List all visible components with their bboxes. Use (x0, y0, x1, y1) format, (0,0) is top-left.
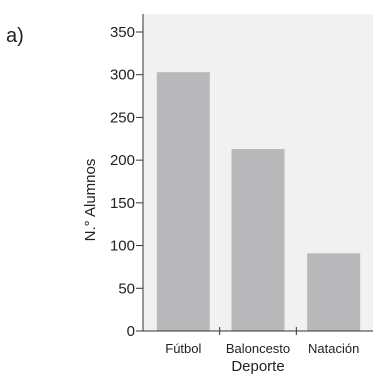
y-tick-label: 250 (110, 109, 135, 126)
bar-2 (231, 149, 285, 331)
x-tick-label: Natación (308, 341, 359, 356)
y-tick-label: 50 (118, 280, 135, 297)
y-tick-label: 350 (110, 24, 135, 41)
x-tick-label: Baloncesto (226, 341, 290, 356)
y-tick-label: 0 (127, 323, 135, 340)
bars-group (156, 72, 361, 331)
bar-3 (307, 253, 361, 331)
panel-label: a) (6, 25, 24, 47)
y-tick-label: 150 (110, 195, 135, 212)
y-tick-label: 100 (110, 238, 135, 255)
y-tick-label: 200 (110, 152, 135, 169)
axes-group: 0 50 100 150 200 250 300 350 Fútbol Baloncesto Nat… (110, 14, 373, 356)
y-axis-title: N.° Alumnos (82, 159, 99, 242)
y-tick-label: 300 (110, 67, 135, 84)
x-tick-label: Fútbol (165, 341, 201, 356)
x-axis-title: Deporte (231, 358, 284, 375)
bar-1 (156, 72, 210, 331)
